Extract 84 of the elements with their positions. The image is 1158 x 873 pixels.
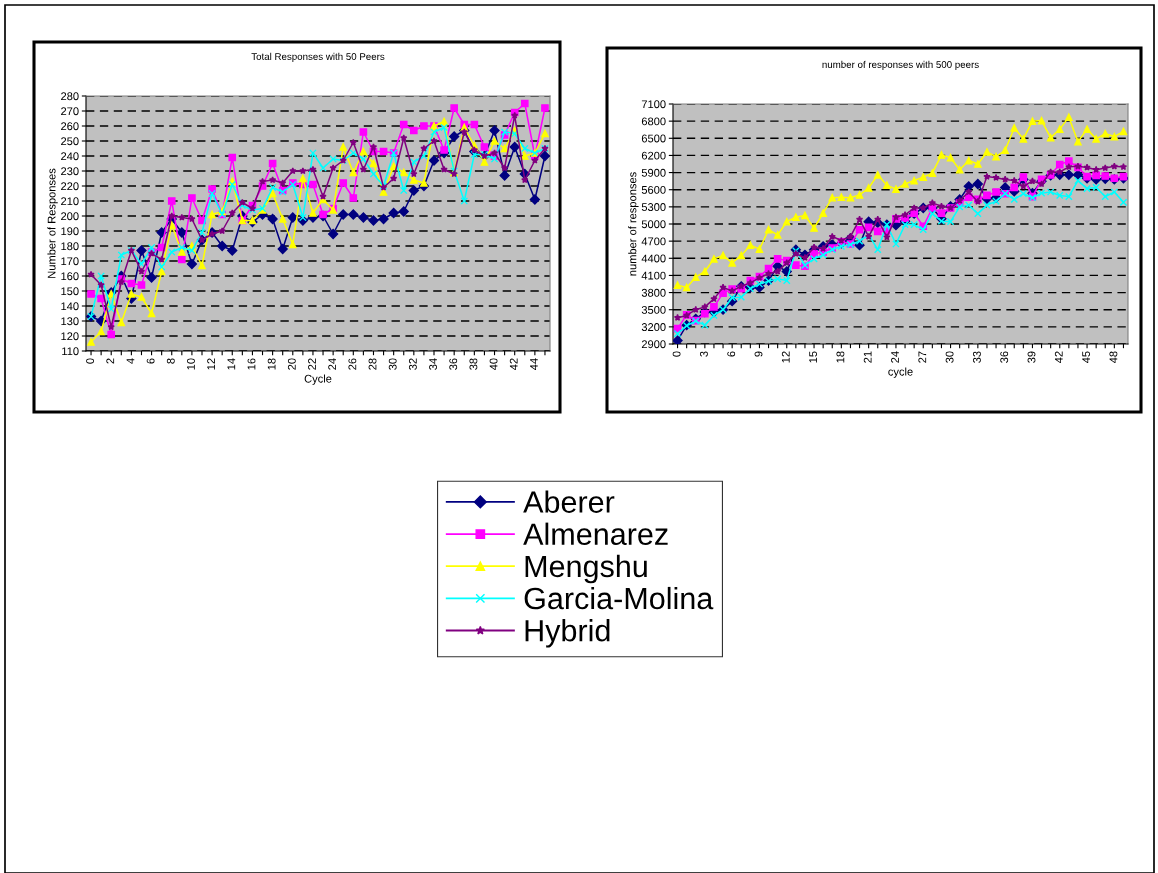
x-tick-label: 8 bbox=[166, 358, 175, 364]
x-tick-label: 42 bbox=[1054, 351, 1063, 364]
x-tick-label: 24 bbox=[328, 358, 336, 370]
y-tick-label: 3500 bbox=[641, 305, 666, 314]
x-tick-label: 36 bbox=[1000, 351, 1009, 363]
x-tick-label: 16 bbox=[247, 358, 256, 370]
legend-label: Almenarez bbox=[523, 522, 668, 546]
y-tick-label: 150 bbox=[61, 287, 79, 296]
y-tick-label: 230 bbox=[61, 167, 79, 176]
x-tick-label: 22 bbox=[308, 358, 316, 370]
x-tick-label: 0 bbox=[86, 358, 95, 364]
x-tick-label: 6 bbox=[727, 351, 736, 357]
x-tick-label: 15 bbox=[809, 351, 818, 363]
x-tick-label: 30 bbox=[945, 351, 954, 363]
x-tick-label: 9 bbox=[754, 351, 763, 357]
y-tick-label: 5000 bbox=[641, 220, 666, 229]
x-tick-label: 30 bbox=[388, 358, 397, 370]
x-tick-label: 42 bbox=[509, 358, 518, 371]
legend-label: Aberer bbox=[523, 490, 615, 513]
y-axis-title: number of responses bbox=[628, 172, 639, 276]
y-tick-label: 210 bbox=[61, 197, 79, 206]
x-tick-label: 18 bbox=[267, 358, 276, 370]
y-tick-label: 130 bbox=[61, 317, 79, 326]
chart-title: Total Responses with 50 Peers bbox=[251, 52, 385, 62]
y-tick-label: 5900 bbox=[641, 168, 666, 177]
x-tick-label: 20 bbox=[287, 358, 296, 370]
x-tick-label: 0 bbox=[672, 351, 681, 357]
x-tick-label: 28 bbox=[368, 358, 377, 370]
y-tick-label: 220 bbox=[61, 182, 79, 191]
x-tick-label: 32 bbox=[408, 358, 417, 370]
x-tick-label: 18 bbox=[836, 351, 845, 363]
y-tick-label: 190 bbox=[61, 227, 79, 236]
y-tick-label: 5600 bbox=[641, 185, 666, 194]
y-tick-label: 200 bbox=[61, 212, 79, 221]
x-tick-label: 45 bbox=[1082, 351, 1091, 364]
y-tick-label: 110 bbox=[62, 347, 79, 356]
y-tick-label: 280 bbox=[61, 92, 79, 101]
x-tick-label: 39 bbox=[1027, 351, 1036, 363]
x-tick-label: 26 bbox=[348, 358, 357, 370]
x-tick-label: 3 bbox=[699, 351, 708, 357]
y-tick-label: 5300 bbox=[641, 203, 666, 211]
x-tick-label: 2 bbox=[106, 358, 115, 364]
x-tick-label: 40 bbox=[489, 358, 498, 371]
x-tick-label: 36 bbox=[449, 358, 458, 370]
y-tick-label: 7100 bbox=[641, 100, 666, 109]
y-tick-label: 140 bbox=[61, 302, 79, 311]
x-tick-label: 27 bbox=[918, 351, 927, 363]
x-axis-title: Cycle bbox=[304, 374, 332, 385]
x-axis-title: cycle bbox=[888, 367, 913, 378]
y-axis-title: Number of Responses bbox=[47, 168, 58, 278]
y-tick-label: 270 bbox=[61, 107, 79, 116]
y-tick-label: 4400 bbox=[641, 254, 666, 263]
y-tick-label: 6800 bbox=[641, 117, 666, 126]
x-tick-label: 4 bbox=[126, 358, 135, 364]
y-tick-label: 240 bbox=[61, 152, 79, 161]
y-tick-label: 250 bbox=[61, 137, 79, 146]
y-tick-label: 6500 bbox=[641, 134, 666, 143]
y-tick-label: 3200 bbox=[641, 323, 666, 331]
y-tick-label: 180 bbox=[61, 242, 79, 251]
legend-label: Garcia-Molina bbox=[524, 586, 714, 610]
y-tick-label: 2900 bbox=[641, 340, 666, 349]
y-tick-label: 4100 bbox=[641, 271, 666, 280]
y-tick-label: 170 bbox=[61, 257, 79, 266]
x-tick-label: 38 bbox=[469, 358, 478, 370]
y-tick-label: 3800 bbox=[641, 288, 666, 297]
x-tick-label: 44 bbox=[530, 358, 538, 371]
y-tick-label: 160 bbox=[61, 272, 79, 281]
x-tick-label: 24 bbox=[891, 351, 899, 363]
y-tick-label: 6200 bbox=[641, 151, 666, 160]
y-tick-label: 4700 bbox=[641, 237, 666, 246]
x-tick-label: 33 bbox=[972, 351, 981, 363]
x-tick-label: 48 bbox=[1109, 351, 1118, 364]
y-tick-label: 120 bbox=[61, 332, 79, 341]
legend-label: Hybrid bbox=[525, 619, 610, 648]
legend-label: Mengshu bbox=[525, 554, 647, 584]
x-tick-label: 10 bbox=[187, 358, 195, 370]
y-tick-label: 260 bbox=[61, 122, 79, 131]
x-tick-label: 12 bbox=[781, 351, 790, 363]
x-tick-label: 6 bbox=[146, 358, 155, 364]
chart-title: number of responses with 500 peers bbox=[822, 60, 979, 70]
x-tick-label: 21 bbox=[863, 351, 872, 363]
x-tick-label: 12 bbox=[207, 358, 215, 370]
x-tick-label: 14 bbox=[227, 358, 236, 370]
x-tick-label: 34 bbox=[429, 358, 437, 370]
